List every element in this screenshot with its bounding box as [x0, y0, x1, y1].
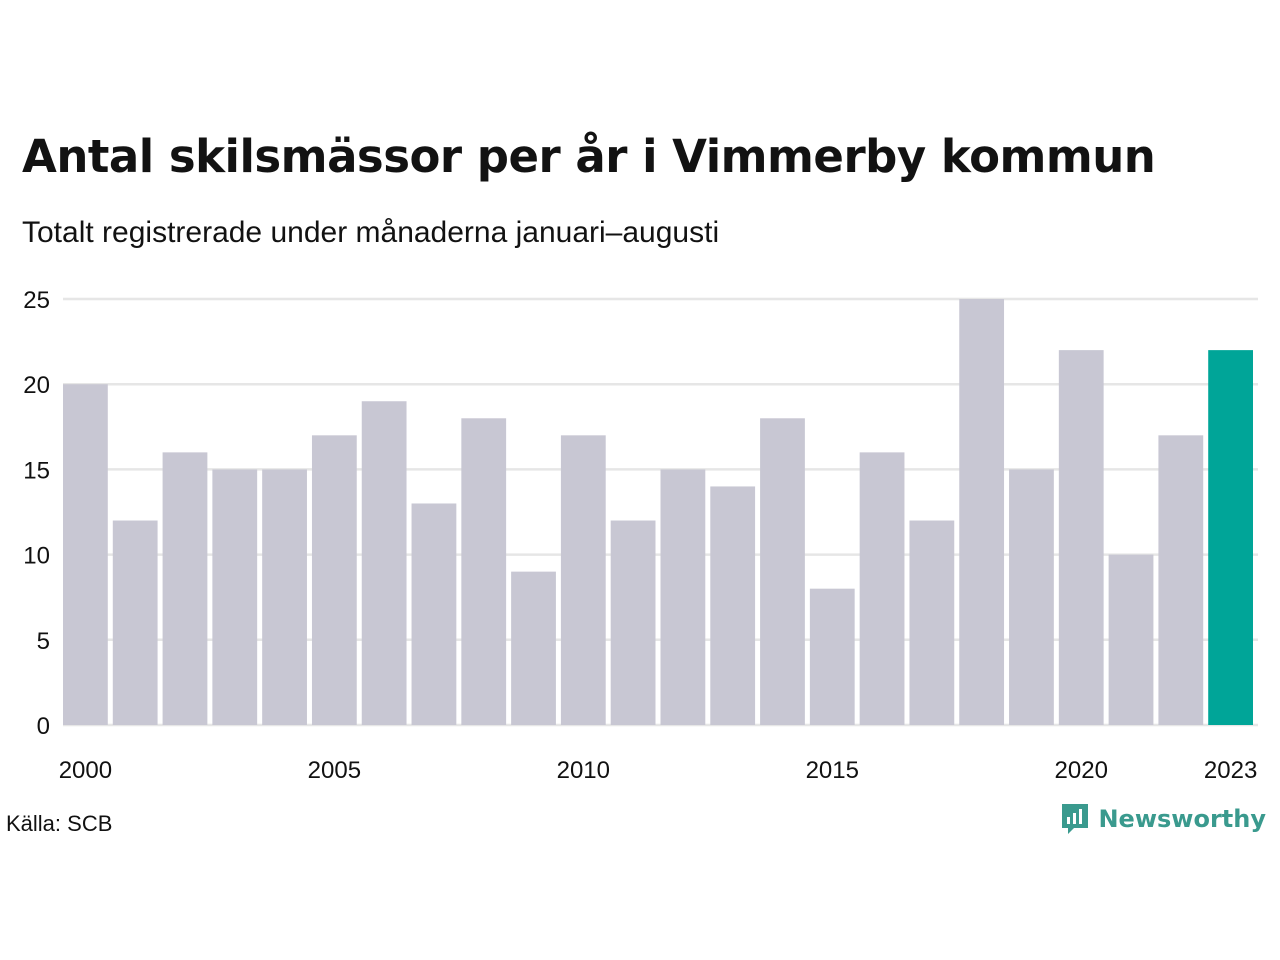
y-tick-label: 5: [37, 628, 50, 655]
bar-2015: [809, 588, 855, 725]
y-tick-label: 0: [37, 713, 50, 740]
brand-logo: Newsworthy: [1060, 802, 1266, 836]
bar-2009: [511, 571, 556, 725]
source-note: Källa: SCB: [6, 811, 113, 836]
bar-2006: [361, 401, 407, 725]
bar-2020: [1058, 350, 1104, 725]
chart-subtitle: Totalt registrerade under månaderna janu…: [22, 216, 720, 249]
bar-2019: [1009, 469, 1054, 725]
y-tick-label: 20: [23, 372, 50, 399]
x-tick-label: 2015: [806, 757, 859, 784]
bar-2005: [311, 435, 357, 725]
bar-2011: [610, 520, 656, 725]
y-tick-label: 25: [23, 287, 50, 314]
bar-2017: [909, 520, 955, 725]
bar-2022: [1158, 435, 1204, 725]
x-tick-label: 2005: [308, 757, 361, 784]
bar-2018: [959, 299, 1005, 725]
bar-2016: [859, 452, 905, 725]
newsworthy-chart-bubble-icon: [1062, 804, 1089, 834]
bar-2000: [63, 384, 108, 725]
bar-2013: [710, 486, 756, 725]
bars: [63, 299, 1253, 725]
bar-2002: [162, 452, 208, 725]
bar-2004: [262, 469, 307, 725]
bar-2008: [461, 418, 507, 725]
brand-name: Newsworthy: [1098, 805, 1266, 833]
bar-2021: [1108, 554, 1154, 725]
bar-2023: [1208, 350, 1253, 725]
x-axis-ticks: 2000 2005 2010 2015 2020 2023: [59, 757, 1258, 784]
y-axis-ticks: 0 5 10 15 20 25: [23, 287, 50, 740]
x-tick-label: 2023: [1204, 757, 1257, 784]
bar-2014: [760, 418, 805, 725]
bar-chart: 0 5 10 15 20 25 2000 2005 2010 2015 2020 2023: [23, 287, 1258, 784]
bar-2007: [411, 503, 457, 725]
bar-2012: [660, 469, 706, 725]
bar-2010: [560, 435, 606, 725]
x-tick-label: 2020: [1055, 757, 1108, 784]
bar-2003: [212, 469, 258, 725]
x-tick-label: 2000: [59, 757, 112, 784]
y-tick-label: 10: [23, 543, 50, 570]
y-tick-label: 15: [23, 457, 50, 484]
chart-title: Antal skilsmässor per år i Vimmerby komm…: [22, 130, 1156, 183]
x-tick-label: 2010: [557, 757, 610, 784]
bar-2001: [112, 520, 158, 725]
